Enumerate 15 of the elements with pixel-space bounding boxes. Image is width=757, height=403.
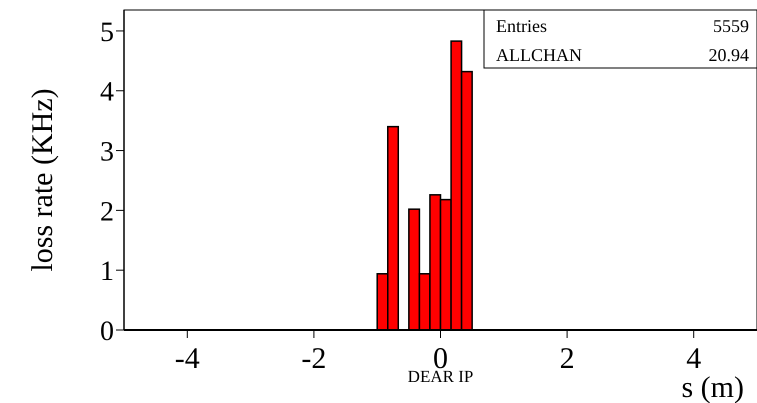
y-axis-title: loss rate (KHz) [26, 88, 59, 272]
annotation: Entries [496, 16, 547, 36]
y-tick-label: 1 [100, 256, 114, 288]
y-tick-label: 2 [100, 196, 114, 228]
annotation: 5559 [713, 16, 749, 36]
x-tick-label: 2 [560, 342, 575, 375]
y-tick-label: 3 [100, 136, 114, 168]
x-tick-label: -4 [174, 342, 200, 375]
y-tick-label: 4 [100, 76, 114, 108]
y-tick-label: 0 [100, 316, 114, 347]
annotation: 20.94 [708, 45, 749, 65]
x-tick-label: 4 [686, 342, 702, 375]
annotation: ALLCHAN [496, 45, 582, 65]
y-tick-label: 5 [100, 16, 114, 48]
x-tick-label: -2 [301, 342, 326, 375]
